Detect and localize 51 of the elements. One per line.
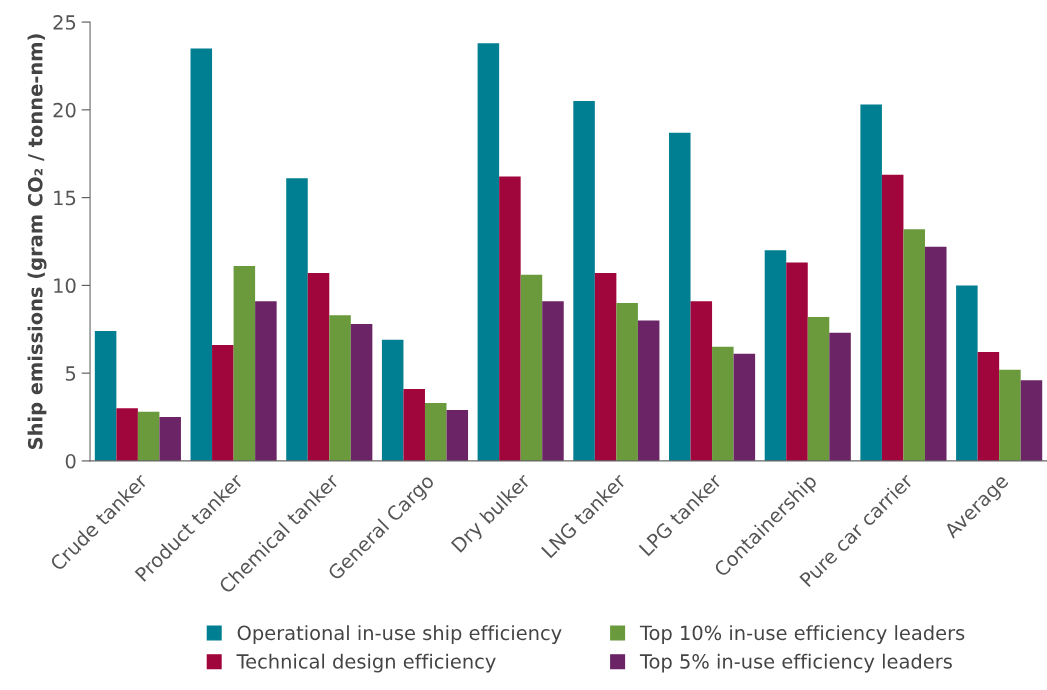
bar [329, 315, 351, 461]
bar [499, 176, 521, 461]
bar [786, 262, 808, 461]
bar [137, 411, 160, 461]
y-tick-label: 10 [54, 278, 76, 294]
bar [1020, 380, 1043, 461]
bar [381, 339, 404, 461]
bar [94, 331, 117, 461]
bar [903, 229, 925, 461]
legend-label: Operational in-use ship efficiency [237, 625, 562, 644]
bar [190, 48, 213, 461]
bar [446, 410, 469, 461]
bar [542, 301, 564, 461]
bar [829, 332, 851, 461]
bar [956, 285, 978, 461]
bar [860, 104, 882, 461]
bar [159, 417, 181, 461]
bar [807, 316, 830, 461]
bar [477, 43, 500, 461]
legend-label: Top 5% in-use efficiency leaders [639, 653, 952, 673]
y-tick-label: 5 [65, 366, 76, 381]
bar [520, 274, 543, 461]
bar [573, 101, 595, 461]
bar [594, 273, 617, 461]
bar [881, 174, 904, 461]
bar [350, 324, 373, 461]
y-tick-label: 15 [54, 190, 76, 206]
bar [286, 178, 308, 461]
bar [669, 132, 691, 461]
bar [424, 402, 447, 461]
y-axis-title: Ship emissions (gram CO₂ / tonne-nm) [27, 34, 47, 449]
bar [690, 301, 713, 461]
bar [233, 266, 256, 461]
bar [307, 273, 330, 461]
bar [637, 320, 660, 461]
bar [999, 369, 1021, 461]
bar [403, 388, 425, 461]
y-tick-label: 25 [53, 15, 76, 30]
y-tick-label: 0 [65, 453, 76, 469]
bar [616, 302, 638, 461]
bar [733, 353, 756, 461]
bar [924, 246, 947, 461]
bar [212, 345, 234, 461]
bar [116, 408, 138, 461]
legend-label: Top 10% in-use efficiency leaders [639, 625, 965, 644]
bar [255, 301, 277, 461]
bar [712, 346, 734, 461]
y-tick-label: 20 [53, 102, 76, 118]
legend-label: Technical design efficiency [236, 653, 496, 673]
bar [977, 352, 1000, 461]
bar [764, 250, 787, 461]
